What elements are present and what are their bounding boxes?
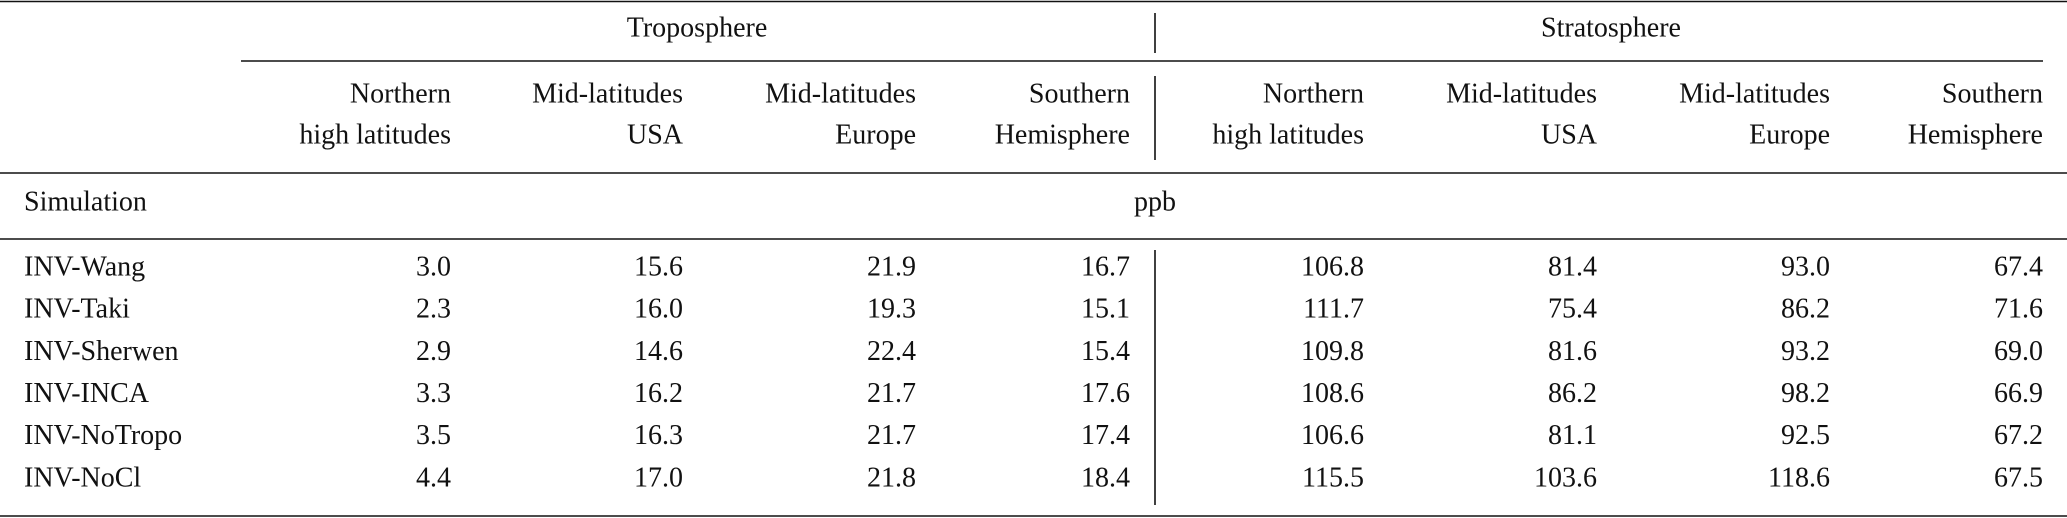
cell: 14.6 [634,336,683,367]
row-label: INV-Sherwen [24,336,179,367]
cell: 108.6 [1301,378,1364,409]
cell: 3.5 [416,420,451,451]
cell: 93.2 [1781,336,1830,367]
column-header: USA [627,119,684,150]
cell: 86.2 [1548,378,1597,409]
column-header: Hemisphere [995,119,1130,150]
cell: 109.8 [1301,336,1364,367]
column-header: USA [1541,119,1598,150]
cell: 16.2 [634,378,683,409]
row-label: INV-NoTropo [24,420,182,451]
cell: 81.4 [1548,251,1597,282]
cell: 21.9 [867,251,916,282]
cell: 4.4 [416,462,451,493]
row-header-label: Simulation [24,186,147,217]
cell: 93.0 [1781,251,1830,282]
column-header: Mid-latitudes [1679,78,1830,109]
cell: 92.5 [1781,420,1830,451]
row-label: INV-Wang [24,251,145,282]
cell: 22.4 [867,336,916,367]
column-header: Mid-latitudes [765,78,916,109]
column-header: high latitudes [299,119,451,150]
column-header: Mid-latitudes [532,78,683,109]
cell: 81.6 [1548,336,1597,367]
column-header: Southern [1029,78,1130,109]
row-label: INV-INCA [24,378,150,409]
cell: 3.3 [416,378,451,409]
column-header: high latitudes [1212,119,1364,150]
unit: ppb [1134,186,1176,217]
group-header: Troposphere [627,12,768,43]
cell: 66.9 [1994,378,2043,409]
column-header: Europe [835,119,916,150]
cell: 67.4 [1994,251,2043,282]
cell: 16.0 [634,294,683,325]
cell: 16.3 [634,420,683,451]
cell: 21.7 [867,420,916,451]
cell: 103.6 [1534,462,1597,493]
cell: 67.5 [1994,462,2043,493]
cell: 106.8 [1301,251,1364,282]
cell: 18.4 [1081,462,1130,493]
group-header: Stratosphere [1541,12,1681,43]
cell: 2.3 [416,294,451,325]
column-header: Hemisphere [1908,119,2043,150]
cell: 75.4 [1548,294,1597,325]
cell: 16.7 [1081,251,1130,282]
cell: 17.0 [634,462,683,493]
row-label: INV-Taki [24,294,130,325]
cell: 15.4 [1081,336,1130,367]
column-header: Europe [1749,119,1830,150]
column-header: Northern [1263,78,1364,109]
cell: 115.5 [1302,462,1364,493]
cell: 106.6 [1301,420,1364,451]
cell: 118.6 [1768,462,1830,493]
row-label: INV-NoCl [24,462,141,493]
cell: 21.7 [867,378,916,409]
cell: 81.1 [1548,420,1597,451]
cell: 71.6 [1994,294,2043,325]
cell: 15.1 [1081,294,1130,325]
cell: 17.4 [1081,420,1130,451]
cell: 15.6 [634,251,683,282]
column-header: Northern [350,78,451,109]
cell: 86.2 [1781,294,1830,325]
cell: 98.2 [1781,378,1830,409]
cell: 3.0 [416,251,451,282]
column-header: Southern [1942,78,2043,109]
cell: 19.3 [867,294,916,325]
cell: 67.2 [1994,420,2043,451]
cell: 2.9 [416,336,451,367]
cell: 17.6 [1081,378,1130,409]
cell: 69.0 [1994,336,2043,367]
cell: 111.7 [1303,294,1364,325]
cell: 21.8 [867,462,916,493]
column-header: Mid-latitudes [1446,78,1597,109]
